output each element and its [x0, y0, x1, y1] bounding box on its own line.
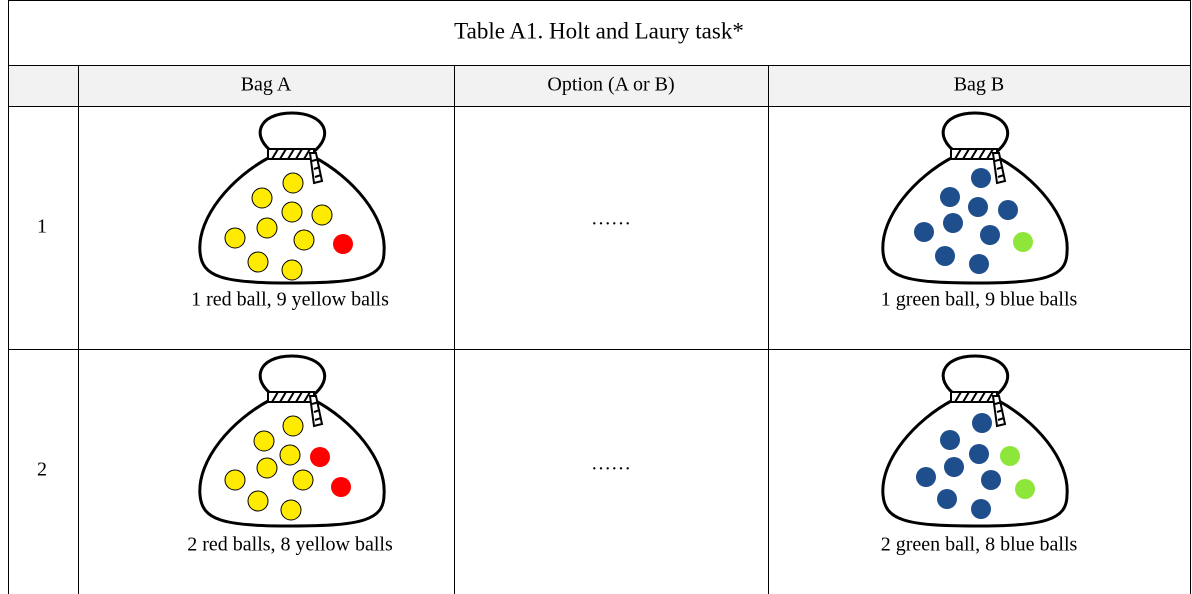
row-number: 2 [37, 459, 47, 481]
bag-caption: 2 green ball, 8 blue balls [881, 534, 1078, 556]
bag-illustration [198, 354, 386, 528]
bag-illustration [881, 111, 1069, 285]
option-blank: …… [591, 208, 631, 230]
row-number: 1 [37, 216, 47, 238]
option-blank: …… [591, 453, 631, 475]
column-header: Bag A [241, 74, 292, 96]
bag-caption: 1 red ball, 9 yellow balls [191, 289, 389, 311]
bag-caption: 1 green ball, 9 blue balls [881, 289, 1078, 311]
column-header: Bag B [954, 74, 1005, 96]
table-borders [8, 0, 1191, 594]
column-header: Option (A or B) [547, 74, 674, 96]
table-title: Table A1. Holt and Laury task* [454, 18, 744, 43]
bag-caption: 2 red balls, 8 yellow balls [187, 534, 393, 556]
bag-illustration [198, 111, 386, 285]
header-background [8, 65, 78, 106]
bag-illustration [881, 354, 1069, 528]
header-background [78, 65, 1190, 106]
